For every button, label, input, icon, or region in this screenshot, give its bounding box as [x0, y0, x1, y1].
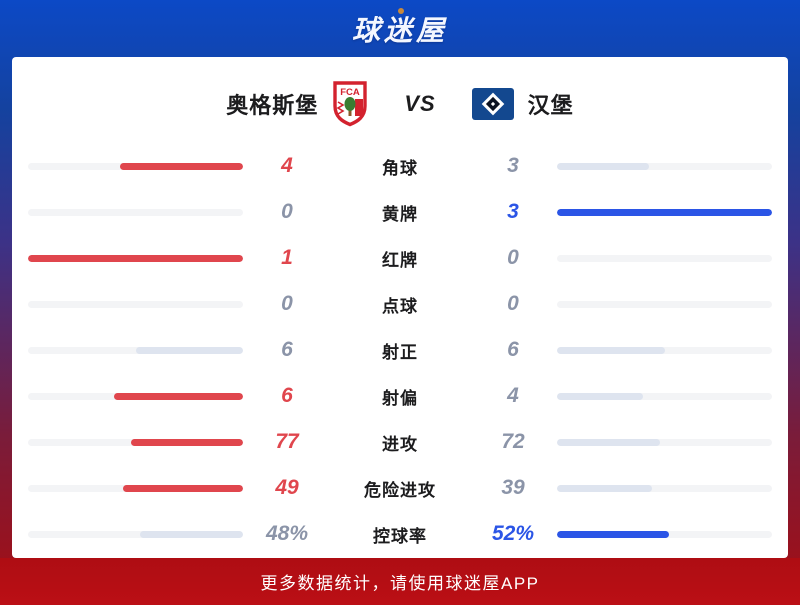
- away-stat-bar-fill: [557, 162, 650, 170]
- app-logo: 球迷屋: [351, 7, 448, 49]
- home-stat-value: 0: [281, 292, 293, 315]
- stat-row: 1 红牌 0: [12, 235, 788, 281]
- app-logo-text: 球迷屋: [351, 14, 448, 46]
- home-stat-bar-fill: [120, 162, 243, 170]
- home-stat-bar-fill: [122, 484, 243, 492]
- home-stat-value: 6: [281, 338, 293, 361]
- away-stat-bar: [557, 438, 772, 446]
- away-stat-bar-fill: [557, 392, 643, 400]
- away-stat-value: 4: [507, 384, 519, 407]
- home-stat-bar: [28, 162, 243, 170]
- away-stat-bar-fill: [557, 346, 665, 354]
- svg-text:FCA: FCA: [341, 87, 361, 98]
- away-stat-bar: [557, 162, 772, 170]
- home-stat-bar: [28, 254, 243, 262]
- home-stat-value: 77: [275, 430, 299, 453]
- away-stat-bar-fill: [557, 438, 661, 446]
- away-stat-bar-fill: [557, 484, 652, 492]
- stat-row: 48% 控球率 52%: [12, 511, 788, 557]
- home-stat-bar: [28, 300, 243, 308]
- away-stat-value: 72: [501, 430, 525, 453]
- away-stat-bar: [557, 530, 772, 538]
- home-stat-value: 4: [281, 154, 293, 177]
- away-stat-bar: [557, 300, 772, 308]
- stat-row: 77 进攻 72: [12, 419, 788, 465]
- home-team-crest-icon: FCA: [332, 81, 368, 127]
- away-stat-bar: [557, 346, 772, 354]
- away-stat-bar: [557, 484, 772, 492]
- stats-list: 4 角球 3 0 黄牌 3 1 红牌 0 0 点球 0: [12, 143, 788, 557]
- away-stat-value: 6: [507, 338, 519, 361]
- stat-label: 点球: [382, 296, 418, 316]
- stat-row: 6 射偏 4: [12, 373, 788, 419]
- home-stat-value: 0: [281, 200, 293, 223]
- home-stat-value: 49: [275, 476, 299, 499]
- stat-row: 0 点球 0: [12, 281, 788, 327]
- away-stat-bar: [557, 208, 772, 216]
- stat-row: 49 危险进攻 39: [12, 465, 788, 511]
- away-stat-value: 52%: [491, 522, 535, 545]
- home-stat-bar-fill: [131, 438, 243, 446]
- away-stat-bar: [557, 392, 772, 400]
- away-team-name: 汉堡: [527, 93, 574, 118]
- home-stat-value: 48%: [265, 522, 309, 545]
- away-team-crest-icon: [471, 88, 514, 120]
- home-stat-bar: [28, 392, 243, 400]
- match-header: 奥格斯堡 FCA VS 汉堡: [12, 79, 788, 129]
- stat-label: 射正: [382, 342, 418, 362]
- stat-label: 红牌: [382, 250, 418, 270]
- home-team-name: 奥格斯堡: [226, 93, 319, 118]
- app-header: 球迷屋: [0, 0, 800, 57]
- footer-banner[interactable]: 更多数据统计，请使用球迷屋APP: [0, 558, 800, 605]
- away-stat-value: 3: [507, 200, 519, 223]
- stat-label: 控球率: [373, 526, 427, 546]
- away-stat-bar: [557, 254, 772, 262]
- footer-promo-text: 更多数据统计，请使用球迷屋APP: [260, 574, 540, 593]
- vs-label: VS: [404, 91, 436, 116]
- home-stat-bar-fill: [135, 346, 243, 354]
- stat-label: 进攻: [382, 434, 418, 454]
- home-stat-bar-fill: [114, 392, 243, 400]
- stat-label: 危险进攻: [364, 480, 436, 500]
- away-stat-value: 0: [507, 246, 519, 269]
- home-stat-bar: [28, 438, 243, 446]
- stats-card: 奥格斯堡 FCA VS 汉堡: [12, 57, 788, 558]
- away-stat-value: 0: [507, 292, 519, 315]
- home-stat-bar: [28, 346, 243, 354]
- logo-dot-icon: [397, 7, 404, 14]
- stat-label: 黄牌: [382, 204, 418, 224]
- away-stat-bar-fill: [557, 530, 669, 538]
- stat-row: 6 射正 6: [12, 327, 788, 373]
- home-stat-bar: [28, 530, 243, 538]
- home-stat-value: 6: [281, 384, 293, 407]
- home-stat-bar-fill: [28, 254, 243, 262]
- home-stat-bar-fill: [139, 530, 243, 538]
- away-stat-value: 3: [507, 154, 519, 177]
- home-stat-value: 1: [281, 246, 293, 269]
- stat-label: 角球: [382, 158, 418, 178]
- away-stat-value: 39: [501, 476, 525, 499]
- stat-row: 0 黄牌 3: [12, 189, 788, 235]
- stat-label: 射偏: [382, 388, 418, 408]
- away-stat-bar-fill: [557, 208, 772, 216]
- home-stat-bar: [28, 484, 243, 492]
- stat-row: 4 角球 3: [12, 143, 788, 189]
- home-stat-bar: [28, 208, 243, 216]
